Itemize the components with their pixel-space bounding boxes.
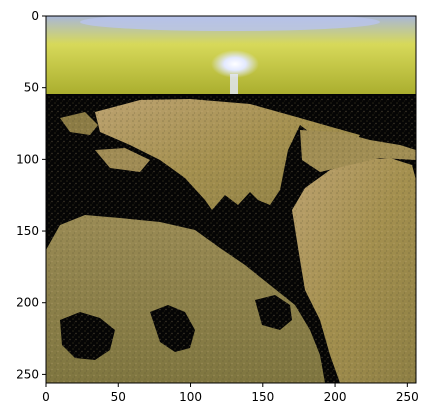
y-tick-label: 200 [16, 296, 39, 310]
x-tick-label: 200 [324, 390, 347, 404]
y-tick-label: 250 [16, 367, 39, 381]
x-axis: 0 50 100 150 200 250 [42, 383, 419, 404]
y-tick-label: 150 [16, 224, 39, 238]
x-tick-label: 250 [396, 390, 419, 404]
x-tick-label: 150 [251, 390, 274, 404]
y-axis: 0 50 100 150 200 250 [16, 9, 46, 381]
y-tick-label: 0 [31, 9, 39, 23]
x-tick-label: 100 [179, 390, 202, 404]
sun [211, 50, 259, 78]
x-tick-label: 50 [111, 390, 126, 404]
y-tick-label: 100 [16, 152, 39, 166]
y-tick-label: 50 [24, 81, 39, 95]
axes-frame [45, 15, 417, 384]
sky-haze [80, 16, 380, 31]
sand-texture [46, 96, 416, 383]
x-tick-label: 0 [42, 390, 50, 404]
desert-sunset-image [46, 16, 416, 383]
sun-reflection [230, 74, 238, 94]
